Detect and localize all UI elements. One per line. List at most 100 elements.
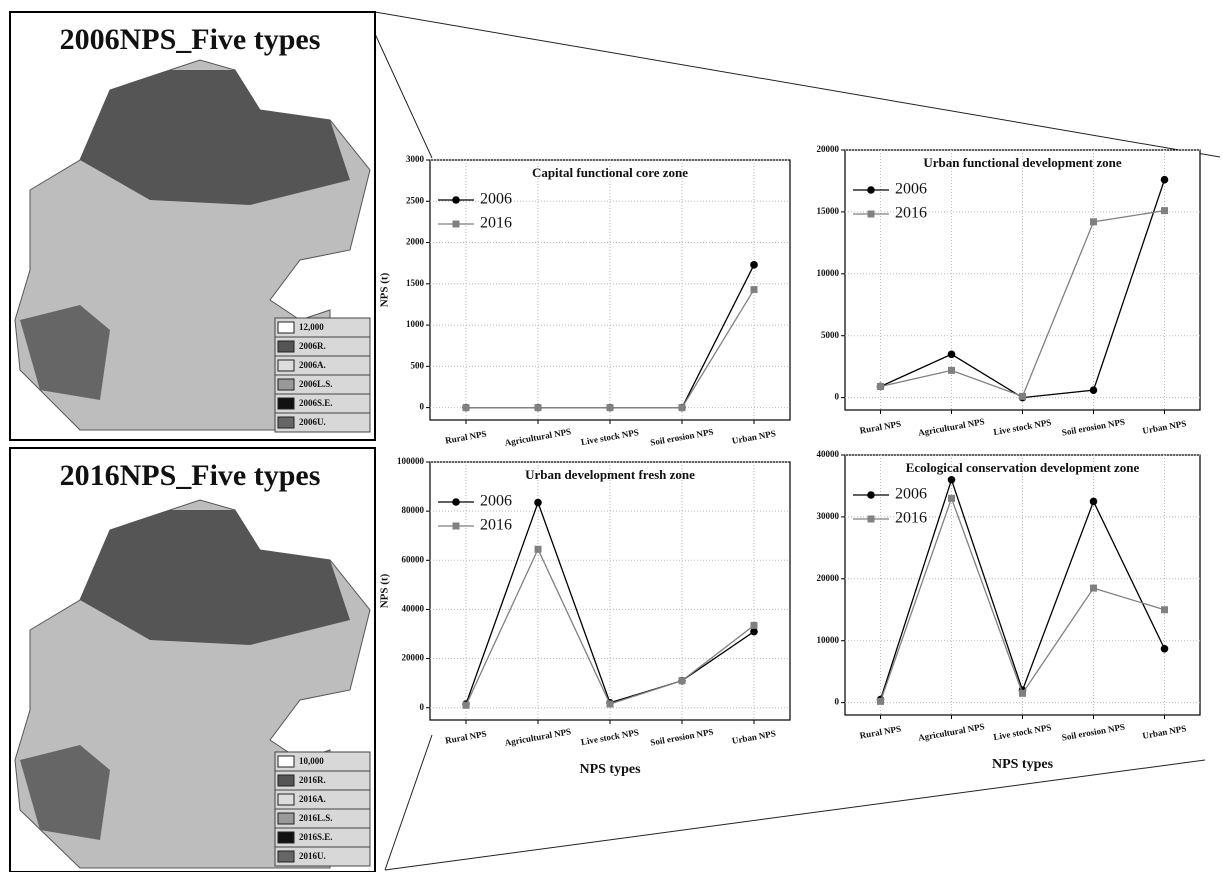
legend-label: 2006A.: [299, 360, 326, 370]
legend-label: 2016L.S.: [299, 813, 333, 823]
legend-marker: [867, 186, 875, 194]
marker: [948, 367, 955, 374]
legend-label: 2016A.: [299, 794, 326, 804]
legend-marker: [867, 491, 875, 499]
marker: [1019, 690, 1026, 697]
x-tick-label: Rural NPS: [859, 724, 902, 741]
marker: [607, 701, 614, 708]
marker: [750, 261, 758, 269]
legend-swatch: [278, 341, 294, 352]
marker: [877, 698, 884, 705]
y-tick-label: 60000: [402, 554, 425, 564]
legend-marker: [453, 523, 460, 530]
x-tick-label: Rural NPS: [859, 419, 902, 436]
marker: [679, 677, 686, 684]
legend-label: 2006: [895, 181, 927, 198]
marker: [1090, 386, 1098, 394]
legend-swatch: [278, 322, 294, 333]
legend-label: 2016: [895, 205, 927, 222]
y-axis-label: NPS (t): [379, 272, 391, 307]
y-tick-label: 20000: [402, 653, 425, 663]
legend-marker: [868, 211, 875, 218]
y-tick-label: 20000: [817, 573, 840, 583]
marker: [534, 499, 542, 507]
legend-label: 12,000: [299, 322, 324, 332]
chart-title: Ecological conservation development zone: [906, 460, 1140, 475]
zoom-line: [375, 12, 1220, 157]
marker: [751, 286, 758, 293]
zoom-lines: [365, 12, 1220, 870]
y-tick-label: 15000: [817, 206, 840, 216]
x-tick-label: Rural NPS: [444, 429, 487, 446]
legend-swatch: [278, 775, 294, 786]
y-tick-label: 30000: [817, 511, 840, 521]
y-tick-label: 0: [835, 697, 840, 707]
marker: [751, 622, 758, 629]
x-tick-label: Soil erosion NPS: [650, 727, 715, 748]
legend-label: 2006U.: [299, 417, 326, 427]
legend-swatch: [278, 794, 294, 805]
legend-label: 2016S.E.: [299, 832, 333, 842]
marker: [948, 495, 955, 502]
legend-label: 10,000: [299, 756, 324, 766]
y-tick-label: 80000: [402, 505, 425, 515]
marker: [463, 702, 470, 709]
map-title: 2006NPS_Five types: [60, 23, 321, 56]
page: 2006NPS_Five types 2016NPS_Five types 12…: [0, 0, 1223, 872]
legend-swatch: [278, 379, 294, 390]
marker: [1161, 606, 1168, 613]
x-tick-label: Soil erosion NPS: [1061, 417, 1126, 438]
legend-label: 2016: [480, 215, 512, 232]
x-tick-label: Live stock NPS: [993, 417, 1052, 437]
legend-label: 2006: [480, 493, 512, 510]
marker: [948, 476, 956, 484]
legend-marker: [452, 498, 460, 506]
marker: [463, 404, 470, 411]
zoom-line: [385, 735, 432, 870]
y-tick-label: 3000: [406, 154, 425, 164]
chart-title: Capital functional core zone: [532, 165, 688, 180]
y-tick-label: 500: [411, 360, 425, 370]
y-tick-label: 10000: [817, 268, 840, 278]
y-tick-label: 40000: [402, 603, 425, 613]
y-tick-label: 2000: [406, 237, 425, 247]
legend-label: 2016: [895, 510, 927, 527]
y-tick-label: 40000: [817, 449, 840, 459]
legend-swatch: [278, 813, 294, 824]
legend-label: 2006: [480, 191, 512, 208]
legend-swatch: [278, 832, 294, 843]
y-tick-label: 0: [420, 702, 425, 712]
legend-marker: [453, 221, 460, 228]
x-tick-label: Agricultural NPS: [504, 426, 572, 448]
y-tick-label: 0: [420, 402, 425, 412]
zoom-line: [385, 760, 1205, 870]
marker: [1161, 645, 1169, 653]
y-tick-label: 1000: [406, 319, 425, 329]
marker: [877, 383, 884, 390]
x-tick-label: Live stock NPS: [993, 722, 1052, 742]
marker: [1161, 176, 1169, 184]
legend-swatch: [278, 417, 294, 428]
legend-swatch: [278, 756, 294, 767]
marker: [535, 546, 542, 553]
marker: [535, 404, 542, 411]
legend-label: 2006S.E.: [299, 398, 333, 408]
x-tick-label: Urban NPS: [731, 428, 776, 446]
marker: [679, 404, 686, 411]
legend-label: 2016R.: [299, 775, 326, 785]
marker: [1090, 218, 1097, 225]
chart-title: Urban development fresh zone: [525, 467, 695, 482]
legend-label: 2016U.: [299, 851, 326, 861]
chart-title: Urban functional development zone: [923, 155, 1121, 170]
x-tick-label: Agricultural NPS: [504, 726, 572, 748]
legend-label: 2006: [895, 486, 927, 503]
map-title: 2016NPS_Five types: [60, 459, 321, 492]
x-tick-label: Soil erosion NPS: [650, 427, 715, 448]
figure: 2006NPS_Five types 2016NPS_Five types 12…: [0, 0, 1223, 872]
marker: [607, 404, 614, 411]
marker: [1090, 585, 1097, 592]
y-tick-label: 5000: [821, 330, 840, 340]
y-tick-label: 100000: [397, 456, 425, 466]
y-tick-label: 20000: [817, 144, 840, 154]
x-tick-label: Urban NPS: [1142, 418, 1187, 436]
